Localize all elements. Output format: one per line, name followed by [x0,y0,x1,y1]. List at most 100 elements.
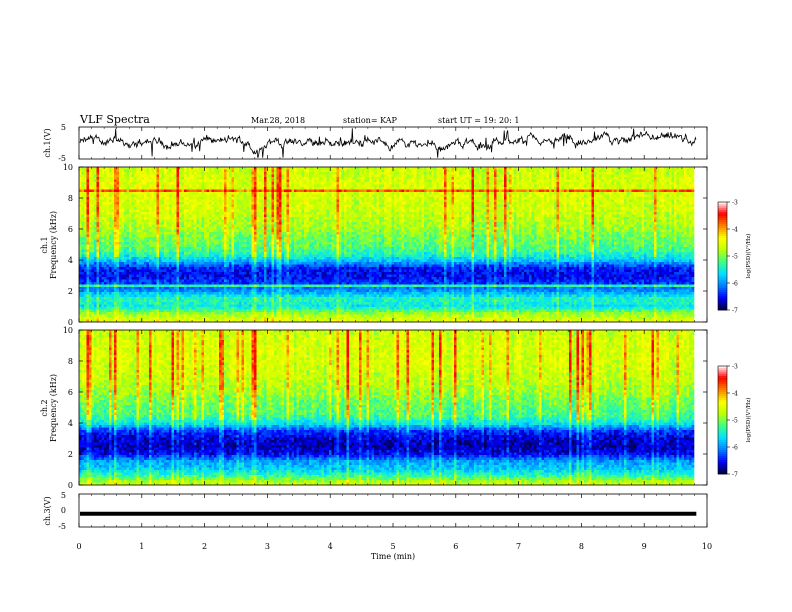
spectrogram-cell [124,182,127,185]
spectrogram-cell [332,182,335,185]
spectrogram-cell [342,182,345,185]
spectrogram-cell [207,185,210,188]
spectrogram-cell [274,170,277,173]
spectrogram-cell [299,172,302,175]
spectrogram-cell [512,170,515,173]
spectrogram-cell [257,172,260,175]
spectrogram-cell [202,185,205,188]
spectrogram-cell [177,182,180,185]
spectrogram-cell [267,175,270,178]
spectrogram-cell [134,170,137,173]
spectrogram-cell [262,167,265,170]
spectrogram-cell [324,175,327,178]
spectrogram-cell [292,170,295,173]
spectrogram-cell [487,170,490,173]
spectrogram-cell [567,175,570,178]
spectrogram-cell [404,180,407,183]
spectrogram-cell [79,182,82,185]
spectrogram-cell [434,172,437,175]
spectrogram-cell [622,175,625,178]
spectrogram-cell [412,177,415,180]
spectrogram-cell [282,167,285,170]
spectrogram-cell [292,177,295,180]
spectrogram-cell [142,182,145,185]
spectrogram-cell [584,167,587,170]
spectrogram-cell [382,170,385,173]
spectrogram-cell [177,177,180,180]
spectrogram-cell [284,182,287,185]
spectrogram-cell [554,180,557,183]
spectrogram-cell [657,177,660,180]
spectrogram-cell [554,170,557,173]
spectrogram-cell [132,175,135,178]
spectrogram-cell [382,172,385,175]
spectrogram-cell [119,172,122,175]
spectrogram-cell [239,172,242,175]
spectrogram-cell [579,180,582,183]
spectrogram-cell [122,177,125,180]
spectrogram-cell [164,175,167,178]
spectrogram-cell [157,167,160,170]
spectrogram-cell [194,170,197,173]
spectrogram-cell [172,182,175,185]
spectrogram-cell [162,177,165,180]
spectrogram-cell [147,185,150,188]
spectrogram-cell [312,167,315,170]
spectrogram-cell [379,177,382,180]
spectrogram-cell [217,170,220,173]
spectrogram-cell [284,175,287,178]
spectrogram-cell [142,180,145,183]
spectrogram-cell [129,172,132,175]
spectrogram-cell [122,170,125,173]
spectrogram-cell [262,170,265,173]
spectrogram-cell [107,185,110,188]
spectrogram-cell [199,167,202,170]
spectrogram-cell [462,177,465,180]
spectrogram-cell [102,177,105,180]
spectrogram-cell [444,170,447,173]
spectrogram-cell [244,180,247,183]
spectrogram-cell [547,170,550,173]
spectrogram-cell [259,177,262,180]
spectrogram-cell [514,172,517,175]
spectrogram-cell [159,180,162,183]
spectrogram-cell [107,172,110,175]
spectrogram-cell [367,172,370,175]
spectrogram-cell [122,172,125,175]
spectrogram-cell [404,182,407,185]
spectrogram-cell [294,175,297,178]
spectrogram-cell [342,180,345,183]
spectrogram-cell [607,177,610,180]
spectrogram-cell [327,177,330,180]
spectrogram-cell [557,170,560,173]
spectrogram-cell [469,180,472,183]
spectrogram-cell [164,185,167,188]
spectrogram-cell [509,170,512,173]
spectrogram-cell [269,180,272,183]
spectrogram-cell [572,182,575,185]
spectrogram-cell [692,172,695,175]
spectrogram-cell [242,167,245,170]
spectrogram-cell [447,170,450,173]
spectrogram-cell [367,175,370,178]
spectrogram-cell [437,172,440,175]
spectrogram-cell [247,175,250,178]
spectrogram-cell [272,170,275,173]
spectrogram-cell [122,182,125,185]
spectrogram-cell [222,167,225,170]
spectrogram-cell [574,177,577,180]
spectrogram-cell [497,180,500,183]
spectrogram-cell [689,180,692,183]
spectrogram-cell [287,177,290,180]
spectrogram-cell [119,170,122,173]
spectrogram-cell [237,175,240,178]
spectrogram-cell [184,182,187,185]
spectrogram-cell [212,170,215,173]
spectrogram-cell [127,185,130,188]
spectrogram-cell [577,172,580,175]
spectrogram-cell [544,172,547,175]
spectrogram-cell [649,177,652,180]
spectrogram-cell [509,172,512,175]
spectrogram-cell [489,177,492,180]
spectrogram-cell [522,167,525,170]
